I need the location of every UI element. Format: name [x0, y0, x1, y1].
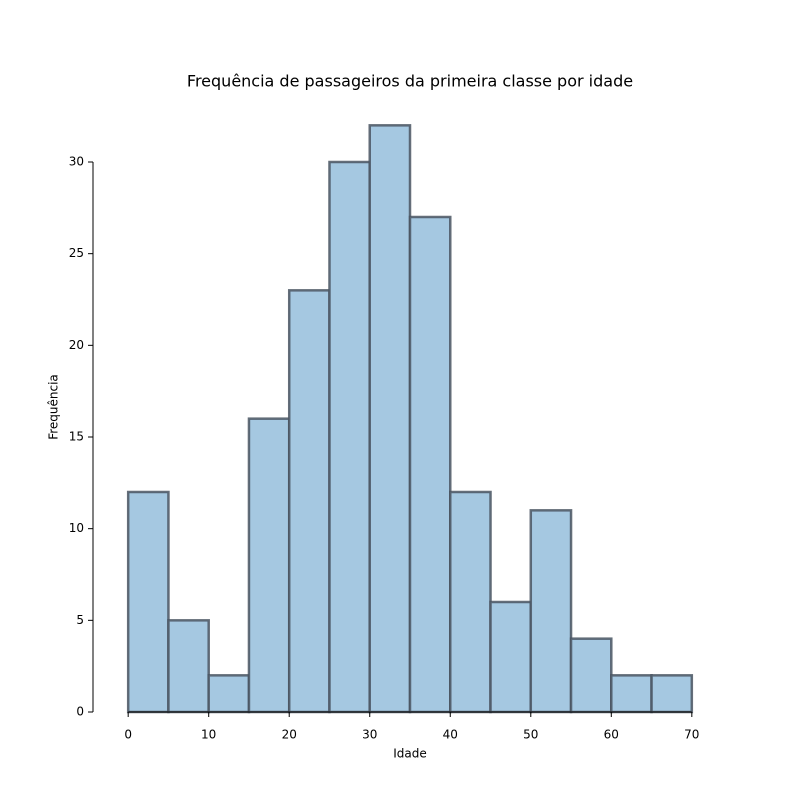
bar [449, 490, 492, 714]
x-tick-label: 70 [684, 728, 699, 742]
x-tick-label: 20 [282, 728, 297, 742]
y-tick-label: 15 [69, 430, 84, 444]
bar [287, 289, 331, 714]
bar [207, 674, 251, 714]
bar [126, 490, 170, 714]
x-tick-label: 30 [362, 728, 377, 742]
bar [489, 600, 533, 714]
x-tick-label: 40 [443, 728, 458, 742]
bar [408, 215, 452, 714]
bar [569, 637, 613, 714]
bar [368, 124, 412, 714]
y-tick-label: 25 [69, 246, 84, 260]
chart-title: Frequência de passageiros da primeira cl… [187, 72, 633, 91]
x-tick-label: 60 [604, 728, 619, 742]
bar [650, 674, 694, 714]
y-tick-label: 10 [69, 521, 84, 535]
y-tick-label: 20 [69, 338, 84, 352]
y-axis-label: Frequência [47, 374, 61, 440]
x-tick-label: 0 [124, 728, 132, 742]
bar [328, 160, 371, 714]
y-tick-label: 0 [76, 705, 84, 719]
bar [247, 417, 291, 714]
x-tick-label: 50 [523, 728, 538, 742]
x-axis-label: Idade [393, 747, 427, 761]
bar [529, 509, 573, 714]
bar [167, 619, 210, 714]
x-tick-label: 10 [201, 728, 216, 742]
y-tick-label: 30 [69, 155, 84, 169]
bar [610, 674, 653, 714]
y-tick-label: 5 [76, 613, 84, 627]
